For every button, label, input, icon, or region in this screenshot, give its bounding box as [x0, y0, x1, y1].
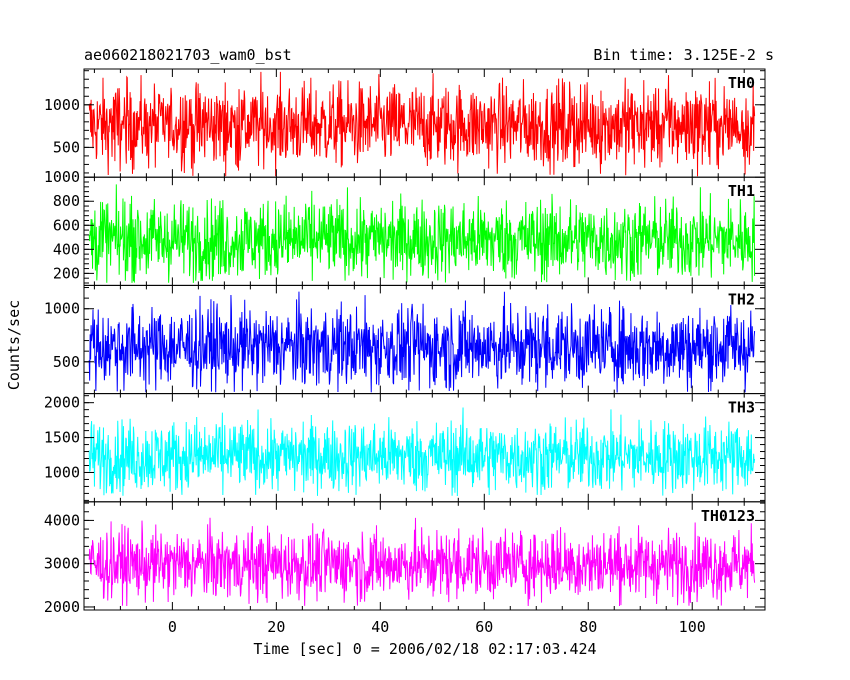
series-line-th0123: [88, 517, 756, 607]
y-tick-label: 1000: [44, 96, 80, 114]
panels-group: 5001000TH02004006008001000TH15001000TH21…: [44, 68, 766, 636]
y-tick-label: 1000: [44, 463, 80, 481]
x-axis-label: Time [sec] 0 = 2006/02/18 02:17:03.424: [253, 640, 596, 658]
x-tick-label: 40: [371, 618, 389, 636]
panel-th0: 500 1000 TH0: [44, 68, 766, 178]
y-tick-label: 1500: [44, 429, 80, 447]
x-tick-label: 20: [267, 618, 285, 636]
x-tick-label: 80: [579, 618, 597, 636]
chart-title-right: Bin time: 3.125E-2 s: [593, 46, 774, 64]
y-tick-label: 500: [53, 138, 80, 156]
y-tick-label: 200: [53, 264, 80, 282]
series-line-th3: [88, 407, 756, 497]
y-tick-label: 400: [53, 240, 80, 258]
x-tick-label: 0: [168, 618, 177, 636]
panel-th3: 1000 1500 2000 TH3: [44, 393, 766, 503]
panel-label-th2: TH2: [728, 290, 755, 308]
y-tick-label: 500: [53, 353, 80, 371]
y-tick-label: 2000: [44, 598, 80, 616]
x-tick-label: 60: [475, 618, 493, 636]
y-axis-label: Counts/sec: [5, 300, 23, 390]
panel-label-th0123: TH0123: [701, 507, 755, 525]
panel-label-th3: TH3: [728, 399, 755, 417]
panel-th0123: 2000 3000 4000 TH0123: [44, 501, 766, 616]
y-tick-label: 2000: [44, 394, 80, 412]
x-tick-label: 100: [679, 618, 706, 636]
panel-th1: 200 400 600 800 1000 TH1: [44, 168, 766, 286]
series-line-th0: [88, 71, 756, 177]
y-tick-label: 4000: [44, 511, 80, 529]
panel-th2: 500 1000 TH2: [44, 284, 766, 395]
panel-label-th1: TH1: [728, 182, 755, 200]
series-line-th2: [88, 291, 756, 393]
y-tick-label: 600: [53, 216, 80, 234]
y-tick-label: 3000: [44, 555, 80, 573]
panel-label-th0: TH0: [728, 74, 755, 92]
y-tick-label: 1000: [44, 168, 80, 186]
y-tick-label: 1000: [44, 300, 80, 318]
series-line-th1: [88, 184, 756, 283]
y-tick-label: 800: [53, 192, 80, 210]
chart-title-left: ae060218021703_wam0_bst: [84, 46, 292, 64]
panel-frame: [83, 501, 766, 611]
